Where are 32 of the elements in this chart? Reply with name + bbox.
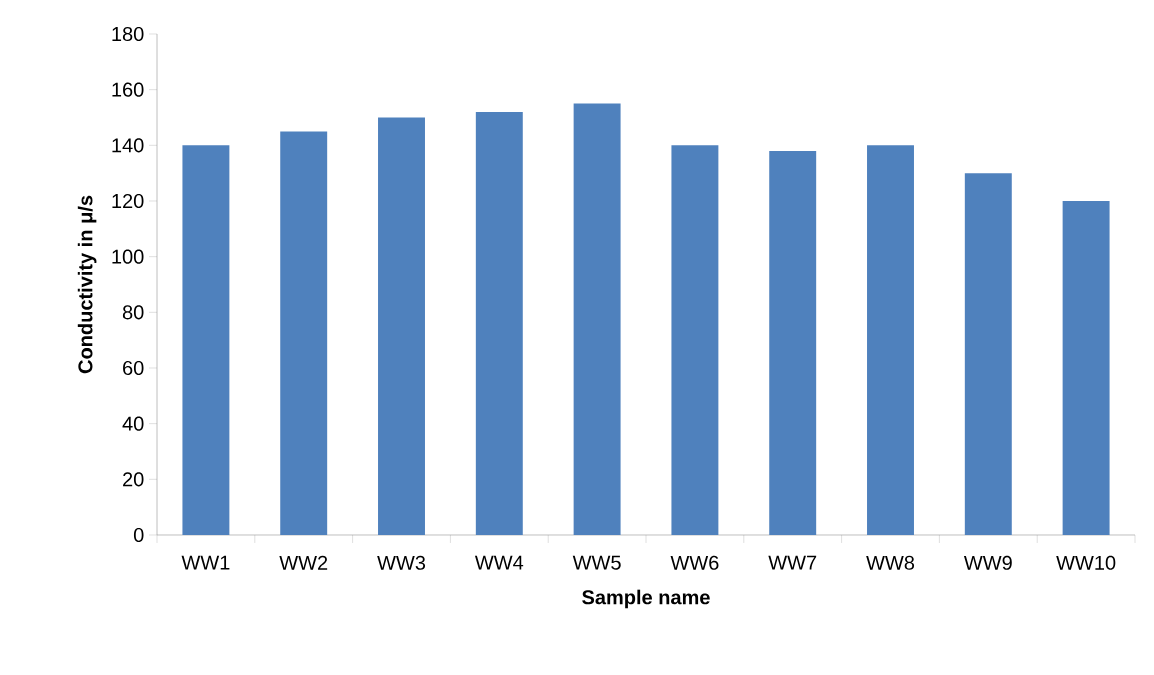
bar bbox=[964, 173, 1012, 535]
bar bbox=[280, 131, 328, 535]
bar bbox=[573, 103, 621, 535]
bar bbox=[671, 145, 719, 535]
x-tick-label: WW6 bbox=[670, 555, 719, 570]
x-tick-label: WW9 bbox=[963, 555, 1012, 570]
y-tick-label: 80 bbox=[122, 305, 144, 320]
bar bbox=[867, 145, 914, 535]
x-tick-label: WW1 bbox=[181, 555, 230, 570]
y-tick-label: 20 bbox=[123, 472, 144, 487]
x-tick-label: WW4 bbox=[474, 555, 524, 570]
x-tick-label: WW3 bbox=[377, 555, 426, 570]
bar bbox=[769, 150, 817, 535]
bar bbox=[1062, 200, 1110, 535]
y-tick-label: 120 bbox=[112, 193, 144, 209]
y-tick-label: 160 bbox=[112, 82, 144, 97]
y-tick-label: 140 bbox=[112, 138, 144, 153]
y-tick-label: 0 bbox=[133, 527, 144, 543]
bar bbox=[182, 145, 230, 535]
bar bbox=[378, 117, 425, 535]
x-tick-label: WW5 bbox=[572, 555, 621, 570]
bar bbox=[475, 111, 523, 535]
x-tick-label: WW7 bbox=[768, 555, 817, 570]
x-tick-label: WW10 bbox=[1056, 555, 1116, 570]
y-tick-label: 60 bbox=[123, 360, 144, 376]
y-tick-label: 180 bbox=[112, 26, 144, 42]
y-tick-label: 40 bbox=[122, 416, 144, 431]
x-tick-label: WW2 bbox=[279, 555, 328, 570]
y-tick-label: 100 bbox=[112, 249, 144, 264]
x-axis-title: Sample name bbox=[582, 589, 710, 609]
x-tick-label: WW8 bbox=[866, 555, 915, 570]
y-axis-title: Conductivity in μ/s bbox=[77, 195, 97, 374]
